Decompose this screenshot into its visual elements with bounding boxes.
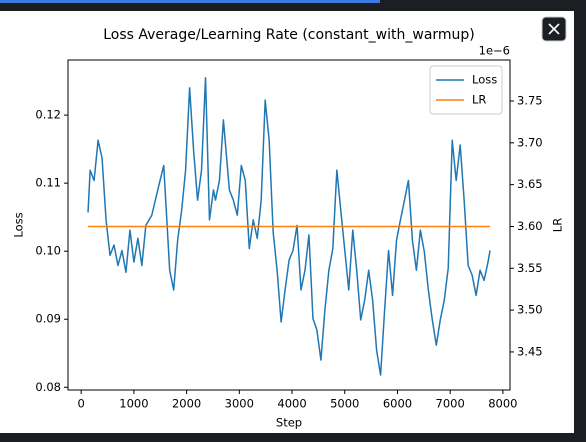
y2-tick-label: 3.75 [517, 93, 543, 107]
x-tick-label: 3000 [225, 397, 254, 411]
x-tick-label: 6000 [383, 397, 412, 411]
x-tick-label: 8000 [488, 397, 517, 411]
x-tick-label: 2000 [172, 397, 201, 411]
y2-tick-label: 3.55 [517, 261, 543, 275]
y-axis-label: Loss [12, 212, 26, 237]
x-tick-label: 0 [78, 397, 85, 411]
x-axis-label: Step [276, 416, 302, 430]
y2-tick-label: 3.65 [517, 177, 543, 191]
y2-tick-label: 3.50 [517, 303, 543, 317]
y2-tick-label: 3.60 [517, 219, 543, 233]
y-tick-label: 0.11 [35, 176, 61, 190]
legend-box [429, 65, 503, 115]
close-icon[interactable] [548, 23, 560, 35]
y2-tick-label: 3.70 [517, 135, 543, 149]
y-tick-label: 0.10 [35, 244, 61, 258]
series-line [87, 76, 491, 376]
plot-frame [67, 59, 511, 391]
x-tick-label: 4000 [277, 397, 306, 411]
x-tick-label: 7000 [436, 397, 465, 411]
y2-offset: 1e−6 [479, 44, 510, 58]
chart-title: Loss Average/Learning Rate (constant_wit… [103, 27, 475, 43]
legend-label: Loss [472, 73, 497, 87]
y-tick-label: 0.08 [35, 380, 61, 394]
y-tick-label: 0.09 [35, 312, 61, 326]
x-tick-label: 5000 [330, 397, 359, 411]
y2-tick-label: 3.45 [517, 344, 543, 358]
legend-label: LR [472, 93, 486, 107]
close-button[interactable] [541, 16, 567, 42]
x-tick-label: 1000 [119, 397, 148, 411]
y2-axis-label: LR [551, 218, 565, 232]
top-strip [0, 0, 380, 3]
y-tick-label: 0.12 [35, 108, 61, 122]
